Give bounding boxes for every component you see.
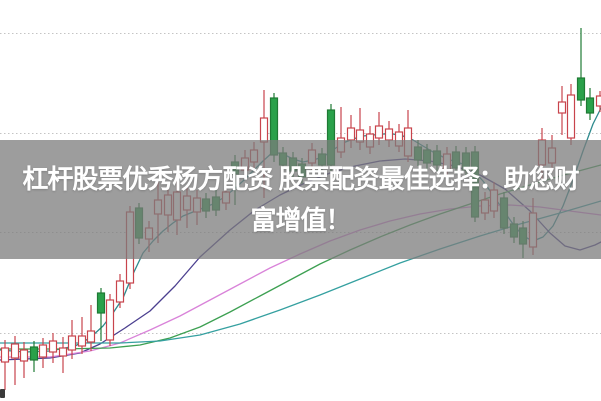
candle-up — [115, 280, 125, 303]
candle-up — [58, 347, 68, 357]
candle-up — [86, 330, 96, 343]
corner-artifact — [0, 389, 5, 398]
candle-up — [38, 344, 48, 358]
candle-down — [29, 346, 39, 361]
candle-up — [10, 343, 20, 359]
banner-text-line1: 杠杆股票优秀杨方配资 股票配资最佳选择：助您财 — [22, 163, 579, 194]
candle-up — [374, 125, 384, 139]
candle-up — [595, 95, 601, 107]
candle-up — [48, 340, 58, 353]
candle-up — [77, 335, 87, 347]
candle-down — [585, 97, 595, 114]
candle-up — [557, 101, 567, 114]
candle-down — [576, 77, 586, 101]
candle-up — [384, 128, 394, 141]
candle-up — [67, 335, 77, 351]
candle-up — [259, 117, 269, 143]
candle-up — [346, 127, 356, 141]
candle-up — [0, 347, 10, 363]
promo-banner: 杠杆股票优秀杨方配资 股票配资最佳选择：助您财 富增值！ — [0, 140, 601, 259]
candle-down — [96, 292, 106, 314]
candle-up — [19, 349, 29, 362]
banner-text-line2: 富增值！ — [250, 204, 351, 235]
candle-up — [566, 94, 576, 139]
candle-up — [105, 299, 115, 341]
